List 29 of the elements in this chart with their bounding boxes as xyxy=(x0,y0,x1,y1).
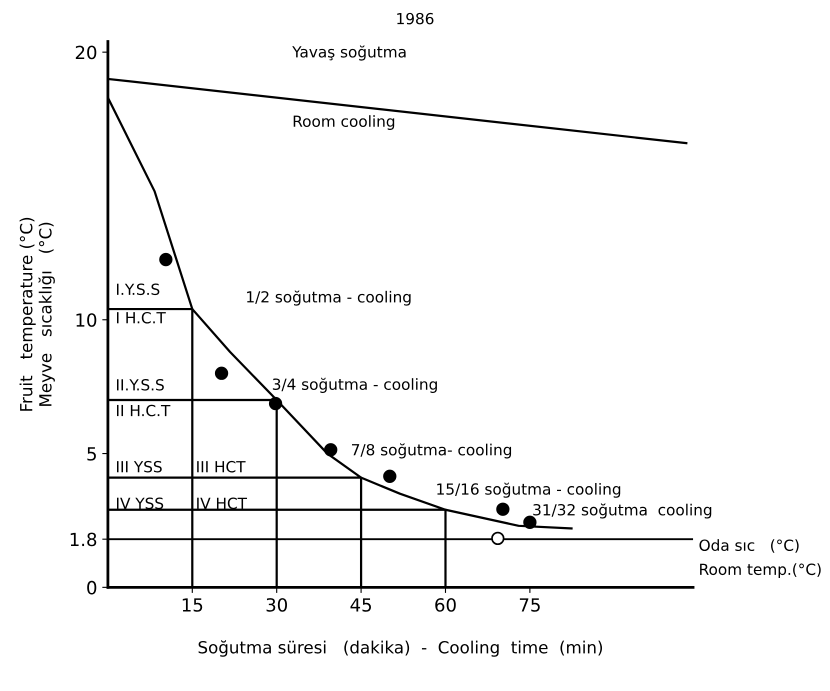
ref-line-label: Oda sıc (°C) Room temp.(°C) xyxy=(699,539,821,578)
annotation: III YSS xyxy=(117,460,162,472)
annotation: Room cooling xyxy=(294,115,394,130)
annotation: IV HCT xyxy=(197,498,248,510)
annotation: I H.C.T xyxy=(117,312,166,324)
x-axis-title: Soğutma süresi (dakika) - Cooling time (min) xyxy=(198,640,602,657)
annotation: I.Y.S.S xyxy=(117,284,160,296)
chart-title: 1986 xyxy=(397,12,434,24)
x-tick-label: 60 xyxy=(435,598,456,612)
x-tick-label: 45 xyxy=(350,598,371,612)
annotation: 31/32 soğutma cooling xyxy=(533,503,712,519)
y-tick-label: 20 xyxy=(76,46,96,60)
annotation: 15/16 soğutma - cooling xyxy=(437,482,620,498)
y-tick-label: 0 xyxy=(87,580,96,594)
annotation: II H.C.T xyxy=(117,404,170,416)
x-tick-label: 75 xyxy=(520,598,540,612)
y-tick-label: 5 xyxy=(87,447,96,461)
annotation: 3/4 soğutma - cooling xyxy=(272,378,437,393)
y-tick-label: 1.8 xyxy=(70,532,96,546)
y-axis-title: Fruit temperature (°C) Meyve sıcaklığı (°C) xyxy=(20,218,55,411)
y-tick-label: 10 xyxy=(76,313,96,327)
annotation: 7/8 soğutma- cooling xyxy=(352,443,512,458)
x-tick-label: 30 xyxy=(266,598,287,612)
annotation: Yavaş soğutma xyxy=(292,45,406,61)
annotation: 1/2 soğutma - cooling xyxy=(247,290,411,306)
annotation: IV YSS xyxy=(117,498,164,510)
x-tick-label: 15 xyxy=(182,598,202,612)
annotation: III HCT xyxy=(197,460,246,472)
annotation: II.Y.S.S xyxy=(117,379,164,391)
